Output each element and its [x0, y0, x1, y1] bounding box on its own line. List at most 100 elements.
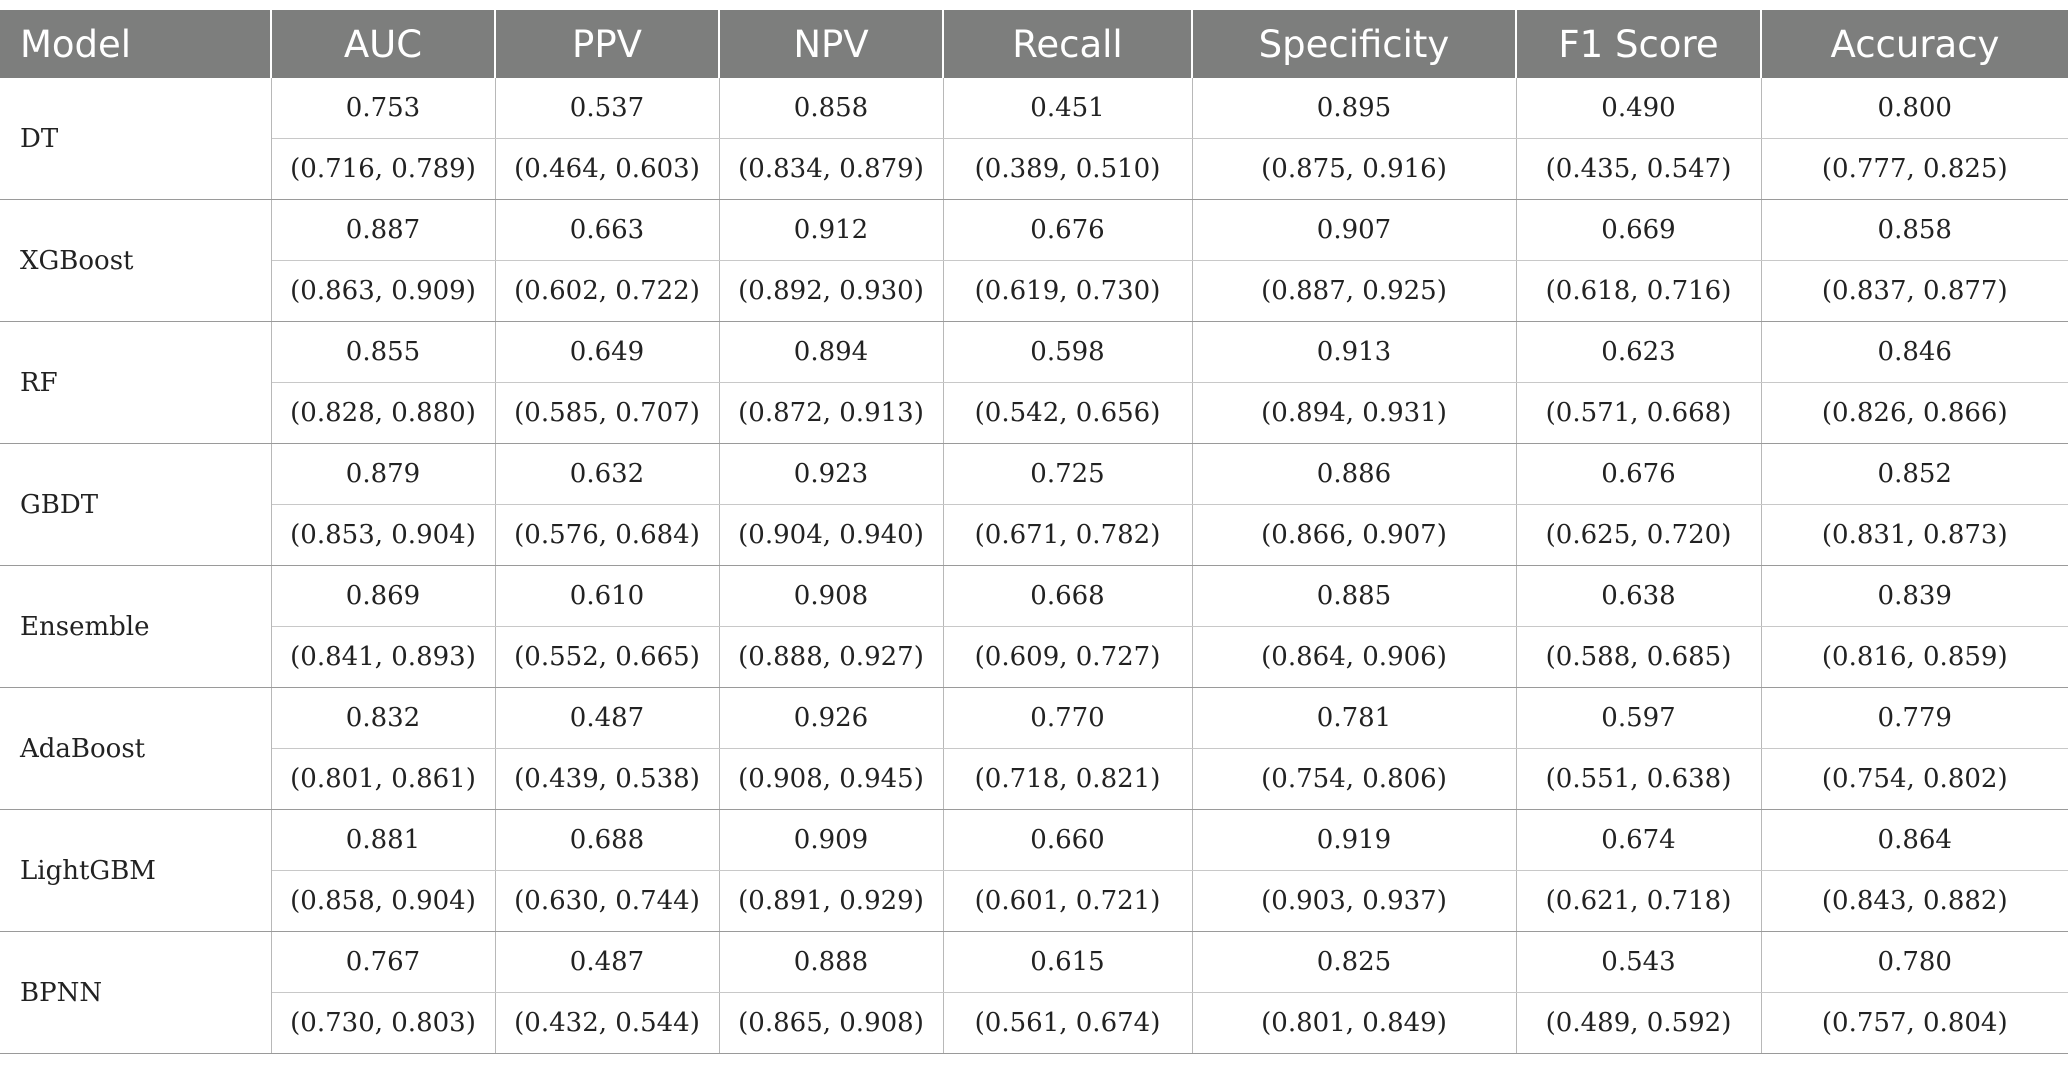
header-specificity: Specificity	[1192, 10, 1517, 78]
header-accuracy: Accuracy	[1761, 10, 2068, 78]
metric-ci-bpnn-ppv: (0.432, 0.544)	[495, 992, 720, 1054]
metric-value-rf-recall: 0.598	[943, 321, 1193, 383]
metric-value-adaboost-npv: 0.926	[719, 687, 944, 749]
metric-ci-ensemble-npv: (0.888, 0.927)	[719, 626, 944, 688]
metric-ci-xgboost-specificity: (0.887, 0.925)	[1192, 260, 1517, 322]
metric-ci-gbdt-auc: (0.853, 0.904)	[271, 504, 496, 566]
metric-ci-ensemble-f1-score: (0.588, 0.685)	[1516, 626, 1762, 688]
metric-ci-adaboost-accuracy: (0.754, 0.802)	[1761, 748, 2068, 810]
metric-value-adaboost-specificity: 0.781	[1192, 687, 1517, 749]
header-auc: AUC	[271, 10, 496, 78]
metric-ci-lightgbm-f1-score: (0.621, 0.718)	[1516, 870, 1762, 932]
metric-value-ensemble-auc: 0.869	[271, 565, 496, 627]
metric-value-adaboost-auc: 0.832	[271, 687, 496, 749]
metric-ci-bpnn-accuracy: (0.757, 0.804)	[1761, 992, 2068, 1054]
metric-value-ensemble-f1-score: 0.638	[1516, 565, 1762, 627]
metric-ci-lightgbm-specificity: (0.903, 0.937)	[1192, 870, 1517, 932]
metric-value-gbdt-recall: 0.725	[943, 443, 1193, 505]
model-name-adaboost: AdaBoost	[0, 687, 272, 810]
metric-value-rf-accuracy: 0.846	[1761, 321, 2068, 383]
table-row-lightgbm-values: LightGBM 0.881 0.688 0.909 0.660 0.919 0.674 0.…	[0, 809, 2068, 932]
metric-ci-dt-npv: (0.834, 0.879)	[719, 138, 944, 200]
metric-value-lightgbm-accuracy: 0.864	[1761, 809, 2068, 871]
metric-ci-gbdt-f1-score: (0.625, 0.720)	[1516, 504, 1762, 566]
metric-ci-ensemble-recall: (0.609, 0.727)	[943, 626, 1193, 688]
metric-ci-adaboost-specificity: (0.754, 0.806)	[1192, 748, 1517, 810]
metric-value-xgboost-accuracy: 0.858	[1761, 199, 2068, 261]
model-name-dt: DT	[0, 78, 272, 200]
metric-value-bpnn-ppv: 0.487	[495, 931, 720, 993]
metric-ci-rf-ppv: (0.585, 0.707)	[495, 382, 720, 444]
metric-ci-dt-specificity: (0.875, 0.916)	[1192, 138, 1517, 200]
metric-ci-adaboost-auc: (0.801, 0.861)	[271, 748, 496, 810]
metric-ci-gbdt-specificity: (0.866, 0.907)	[1192, 504, 1517, 566]
metric-value-rf-auc: 0.855	[271, 321, 496, 383]
table-header: Model AUC PPV NPV Recall Specificity F1 …	[0, 10, 2068, 78]
metric-ci-bpnn-auc: (0.730, 0.803)	[271, 992, 496, 1054]
metric-value-dt-auc: 0.753	[271, 78, 496, 139]
metric-value-lightgbm-recall: 0.660	[943, 809, 1193, 871]
metric-ci-bpnn-recall: (0.561, 0.674)	[943, 992, 1193, 1054]
metric-value-ensemble-specificity: 0.885	[1192, 565, 1517, 627]
metric-value-gbdt-ppv: 0.632	[495, 443, 720, 505]
header-recall: Recall	[943, 10, 1193, 78]
metric-ci-xgboost-npv: (0.892, 0.930)	[719, 260, 944, 322]
metric-ci-rf-accuracy: (0.826, 0.866)	[1761, 382, 2068, 444]
metric-ci-ensemble-accuracy: (0.816, 0.859)	[1761, 626, 2068, 688]
metric-value-ensemble-accuracy: 0.839	[1761, 565, 2068, 627]
model-name-rf: RF	[0, 321, 272, 444]
metric-ci-bpnn-f1-score: (0.489, 0.592)	[1516, 992, 1762, 1054]
table-row-xgboost-ci: (0.863, 0.909) (0.602, 0.722) (0.892, 0.93…	[0, 260, 2068, 322]
metric-value-xgboost-f1-score: 0.669	[1516, 199, 1762, 261]
metric-ci-lightgbm-npv: (0.891, 0.929)	[719, 870, 944, 932]
metric-ci-gbdt-npv: (0.904, 0.940)	[719, 504, 944, 566]
table-row-rf-values: RF 0.855 0.649 0.894 0.598 0.913 0.623 0.846	[0, 321, 2068, 444]
metric-value-lightgbm-npv: 0.909	[719, 809, 944, 871]
metric-ci-gbdt-ppv: (0.576, 0.684)	[495, 504, 720, 566]
metric-value-ensemble-ppv: 0.610	[495, 565, 720, 627]
table-row-ensemble-ci: (0.841, 0.893) (0.552, 0.665) (0.888, 0.92…	[0, 626, 2068, 688]
metric-value-xgboost-npv: 0.912	[719, 199, 944, 261]
metric-value-dt-npv: 0.858	[719, 78, 944, 139]
metric-value-bpnn-npv: 0.888	[719, 931, 944, 993]
metric-value-rf-npv: 0.894	[719, 321, 944, 383]
table-body: DT 0.753 0.537 0.858 0.451 0.895 0.490 0.800 (0.…	[0, 78, 2068, 1054]
metric-ci-adaboost-npv: (0.908, 0.945)	[719, 748, 944, 810]
metric-value-gbdt-accuracy: 0.852	[1761, 443, 2068, 505]
metric-value-bpnn-auc: 0.767	[271, 931, 496, 993]
metric-ci-rf-npv: (0.872, 0.913)	[719, 382, 944, 444]
metric-ci-lightgbm-recall: (0.601, 0.721)	[943, 870, 1193, 932]
metric-value-dt-accuracy: 0.800	[1761, 78, 2068, 139]
metric-ci-xgboost-f1-score: (0.618, 0.716)	[1516, 260, 1762, 322]
model-name-lightgbm: LightGBM	[0, 809, 272, 932]
model-name-bpnn: BPNN	[0, 931, 272, 1054]
metric-value-rf-f1-score: 0.623	[1516, 321, 1762, 383]
metric-value-lightgbm-specificity: 0.919	[1192, 809, 1517, 871]
model-performance-table: Model AUC PPV NPV Recall Specificity F1 …	[0, 10, 2068, 1054]
metric-ci-rf-auc: (0.828, 0.880)	[271, 382, 496, 444]
metric-value-bpnn-recall: 0.615	[943, 931, 1193, 993]
metric-value-adaboost-ppv: 0.487	[495, 687, 720, 749]
table-row-xgboost-values: XGBoost 0.887 0.663 0.912 0.676 0.907 0.669 0.8…	[0, 199, 2068, 322]
metric-ci-dt-f1-score: (0.435, 0.547)	[1516, 138, 1762, 200]
table-row-rf-ci: (0.828, 0.880) (0.585, 0.707) (0.872, 0.91…	[0, 382, 2068, 444]
metric-value-rf-ppv: 0.649	[495, 321, 720, 383]
table-row-bpnn-values: BPNN 0.767 0.487 0.888 0.615 0.825 0.543 0.780	[0, 931, 2068, 1054]
metric-ci-ensemble-ppv: (0.552, 0.665)	[495, 626, 720, 688]
metric-ci-dt-auc: (0.716, 0.789)	[271, 138, 496, 200]
metric-value-gbdt-npv: 0.923	[719, 443, 944, 505]
metric-ci-dt-recall: (0.389, 0.510)	[943, 138, 1193, 200]
metric-ci-gbdt-accuracy: (0.831, 0.873)	[1761, 504, 2068, 566]
metric-ci-dt-ppv: (0.464, 0.603)	[495, 138, 720, 200]
metric-ci-xgboost-ppv: (0.602, 0.722)	[495, 260, 720, 322]
metric-value-lightgbm-ppv: 0.688	[495, 809, 720, 871]
metric-value-lightgbm-f1-score: 0.674	[1516, 809, 1762, 871]
metric-ci-adaboost-f1-score: (0.551, 0.638)	[1516, 748, 1762, 810]
metric-value-xgboost-recall: 0.676	[943, 199, 1193, 261]
metric-ci-lightgbm-accuracy: (0.843, 0.882)	[1761, 870, 2068, 932]
model-name-xgboost: XGBoost	[0, 199, 272, 322]
header-f1-score: F1 Score	[1516, 10, 1762, 78]
metric-ci-adaboost-ppv: (0.439, 0.538)	[495, 748, 720, 810]
metric-ci-xgboost-auc: (0.863, 0.909)	[271, 260, 496, 322]
metric-value-bpnn-accuracy: 0.780	[1761, 931, 2068, 993]
